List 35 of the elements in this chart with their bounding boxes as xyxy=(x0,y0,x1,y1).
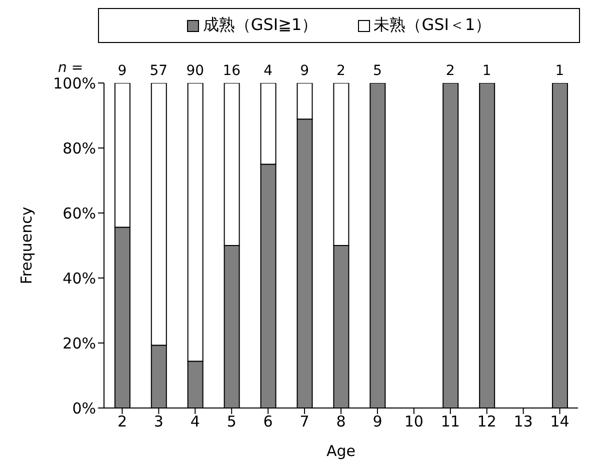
y-tick-label: 100% xyxy=(53,74,96,92)
x-tick-label: 10 xyxy=(404,412,424,431)
legend-label: 成熟（GSI≧1） xyxy=(202,15,318,36)
y-tick-label: 80% xyxy=(62,139,96,158)
y-tick-label: 40% xyxy=(62,269,96,288)
x-tick-label: 13 xyxy=(514,412,533,431)
annotation: 5 xyxy=(373,63,382,79)
x-tick-label: 14 xyxy=(550,412,570,431)
x-tick-label: 12 xyxy=(477,412,496,431)
x-tick-label: 4 xyxy=(190,412,200,431)
x-tick-label: 7 xyxy=(300,412,310,431)
annotation: 57 xyxy=(150,63,168,79)
x-tick-label: 6 xyxy=(263,412,273,431)
y-tick-label: 0% xyxy=(72,399,96,418)
annotation: 9 xyxy=(118,63,127,79)
y-axis-title: Frequency xyxy=(17,206,36,284)
text: n = xyxy=(58,60,84,76)
legend-label: 未熟（GSI＜1） xyxy=(374,15,492,36)
y-tick-label: 60% xyxy=(62,204,96,222)
x-tick-label: 3 xyxy=(154,412,164,431)
y-tick-label: 20% xyxy=(62,334,96,352)
annotation: 9 xyxy=(300,63,309,79)
x-tick-label: 5 xyxy=(226,412,236,431)
annotation: 90 xyxy=(186,63,204,79)
x-tick-label: 9 xyxy=(372,412,382,431)
x-axis-title: Age xyxy=(326,442,356,460)
x-tick-label: 8 xyxy=(336,412,346,431)
annotation: 16 xyxy=(222,63,241,79)
annotation: 1 xyxy=(555,63,564,79)
x-tick-label: 2 xyxy=(117,412,128,431)
annotation: 2 xyxy=(336,63,346,79)
annotation: 1 xyxy=(482,63,492,79)
x-tick-label: 11 xyxy=(440,412,460,431)
annotation: 4 xyxy=(264,63,273,79)
annotation: 2 xyxy=(446,63,455,79)
